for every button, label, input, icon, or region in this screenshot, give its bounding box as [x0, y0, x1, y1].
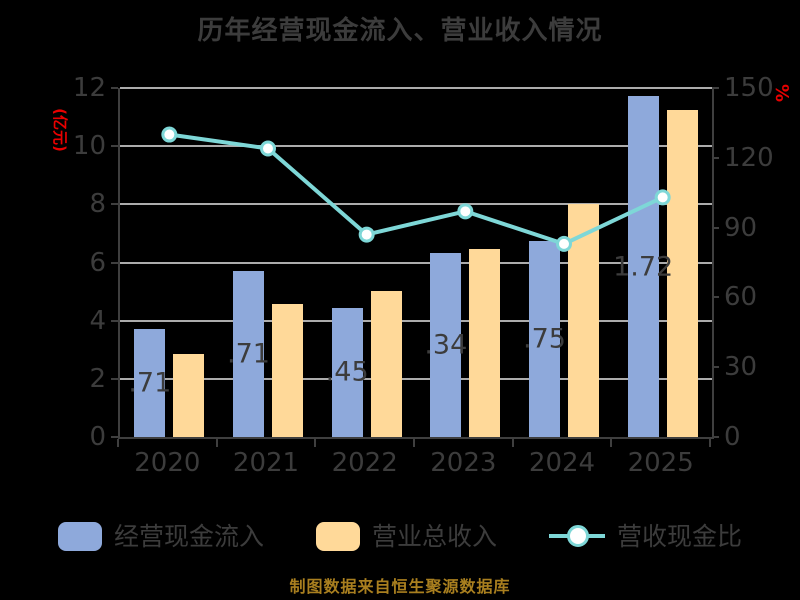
- bar-cash-inflow-2025: [627, 96, 659, 437]
- ratio-marker: [260, 140, 276, 157]
- ratio-line: [169, 132, 664, 246]
- tick-mark: [111, 87, 118, 89]
- data-source-footer: 制图数据来自恒生聚源数据库: [289, 577, 511, 596]
- legend-label-cash-inflow: 经营现金流入: [113, 521, 264, 551]
- bar-revenue-2023: [469, 249, 501, 437]
- tick-mark: [413, 439, 415, 447]
- y-tick-label-left: 12: [72, 73, 106, 103]
- right-axis-tick-labels: 0 30 60 90 120 150: [724, 75, 796, 450]
- bar-revenue-2022: [370, 291, 402, 437]
- y-tick-label-right: 30: [724, 352, 758, 383]
- y-tick-label-left: 10: [72, 131, 106, 162]
- bar-cash-inflow-2020: [134, 329, 166, 437]
- y-tick-label-right: 0: [724, 422, 741, 452]
- tick-mark: [111, 203, 118, 206]
- y-tick-label-left: 8: [89, 189, 106, 220]
- gridline: [120, 261, 712, 264]
- gridline: [120, 145, 712, 148]
- tick-mark: [117, 439, 119, 447]
- ratio-marker: [654, 189, 671, 206]
- tick-mark: [314, 439, 317, 447]
- bar-value-label: .45: [325, 356, 369, 388]
- left-axis-tick-labels: 0 2 4 6 8 10 12: [0, 75, 106, 450]
- ratio-marker: [457, 203, 474, 220]
- x-tick-label-2024: 2024: [528, 448, 596, 478]
- gridline: [120, 203, 712, 206]
- tick-mark: [111, 261, 118, 264]
- legend-item-ratio: 营收现金比: [549, 524, 742, 549]
- bar-revenue-2021: [272, 303, 303, 437]
- tick-mark: [111, 319, 118, 322]
- bar-value-label: .71: [227, 338, 270, 370]
- bar-revenue-2020: [173, 354, 205, 437]
- tick-mark: [511, 439, 514, 447]
- x-tick-label-2023: 2023: [430, 448, 497, 478]
- bar-cash-inflow-2024: [529, 240, 560, 437]
- legend-label-revenue: 营业总收入: [371, 521, 497, 551]
- y-tick-label-left: 4: [89, 305, 106, 336]
- tick-mark: [709, 439, 711, 447]
- gridline: [120, 377, 712, 380]
- plot-area: .71 .71 .45 .34 .75 1.72: [118, 87, 714, 439]
- legend-item-revenue: 营业总收入: [315, 521, 497, 551]
- x-tick-label-2022: 2022: [331, 448, 398, 478]
- legend-item-cash-inflow: 经营现金流入: [57, 521, 264, 551]
- gridline: [120, 87, 712, 89]
- ratio-line-marker-icon: [549, 525, 605, 547]
- legend-label-ratio: 营收现金比: [617, 521, 743, 551]
- revenue-swatch-icon: [315, 521, 360, 551]
- x-tick-label-2025: 2025: [627, 448, 694, 478]
- x-tick-label-2021: 2021: [232, 448, 300, 478]
- x-axis-tick-labels: 2020 2021 2022 2023 2024 2025: [118, 448, 710, 478]
- ratio-marker: [556, 235, 572, 252]
- y-tick-label-left: 2: [89, 363, 106, 394]
- legend: 经营现金流入 营业总收入 营收现金比: [0, 518, 800, 554]
- bar-cash-inflow-2022: [331, 307, 363, 437]
- tick-mark: [712, 296, 719, 299]
- tick-mark: [610, 439, 613, 447]
- bar-cash-inflow-2021: [233, 270, 264, 437]
- tick-mark: [111, 145, 118, 148]
- bar-value-label: 1.72: [613, 251, 674, 283]
- ratio-line-chart: [161, 126, 671, 252]
- left-axis-tick-marks: [111, 87, 118, 438]
- ratio-marker: [161, 126, 178, 143]
- gridline: [120, 319, 712, 322]
- bar-revenue-2025: [666, 110, 698, 437]
- ratio-marker: [358, 226, 375, 243]
- cash-inflow-swatch-icon: [57, 521, 102, 551]
- y-tick-label-left: 6: [89, 247, 106, 278]
- y-tick-label-right: 120: [724, 142, 774, 173]
- tick-mark: [712, 87, 719, 89]
- tick-mark: [712, 226, 719, 229]
- chart-title: 历年经营现金流入、营业收入情况: [197, 16, 603, 46]
- bar-value-label: .71: [128, 367, 172, 399]
- tick-mark: [712, 366, 719, 369]
- x-tick-label-2020: 2020: [134, 448, 201, 478]
- tick-mark: [712, 156, 719, 159]
- bar-value-label: .34: [424, 329, 468, 361]
- bar-value-label: .75: [523, 323, 566, 355]
- right-axis-tick-marks: [712, 87, 719, 438]
- bar-cash-inflow-2023: [430, 252, 462, 437]
- tick-mark: [712, 436, 719, 438]
- x-axis-tick-marks: [117, 439, 711, 447]
- tick-mark: [111, 377, 118, 380]
- tick-mark: [111, 436, 118, 438]
- y-tick-label-left: 0: [89, 422, 106, 452]
- y-tick-label-right: 150: [724, 73, 774, 103]
- bar-revenue-2024: [568, 203, 599, 437]
- y-tick-label-right: 90: [724, 212, 758, 243]
- tick-mark: [215, 439, 218, 447]
- y-tick-label-right: 60: [724, 282, 758, 313]
